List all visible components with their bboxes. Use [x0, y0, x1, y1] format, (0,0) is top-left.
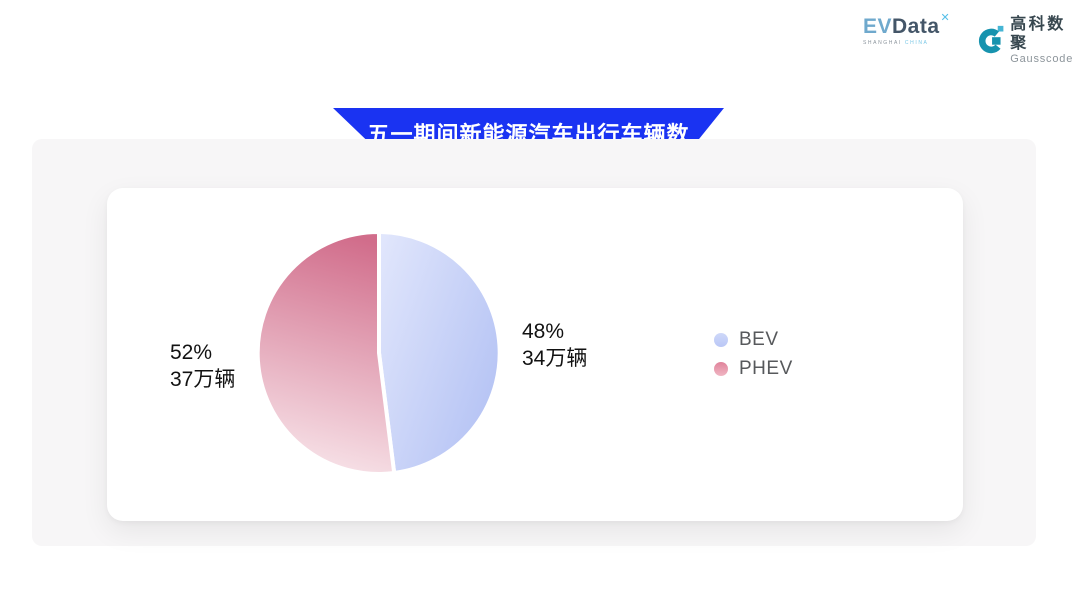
- bev-percent: 48%: [522, 320, 565, 343]
- bev-value: 34万辆: [522, 347, 588, 370]
- chart-card: 52% 37万辆 48% 34万辆 BEV PHEV: [107, 188, 963, 521]
- legend-item-phev[interactable]: PHEV: [714, 358, 793, 380]
- bev-swatch-icon: [714, 333, 728, 347]
- legend-label-phev: PHEV: [739, 358, 793, 379]
- gausscode-en-text: Gausscode: [1010, 53, 1074, 66]
- evdata-subtext: SHANGHAI CHINA: [863, 40, 975, 46]
- phev-swatch-icon: [714, 362, 728, 376]
- legend-label-bev: BEV: [739, 329, 779, 350]
- legend-item-bev[interactable]: BEV: [714, 329, 793, 351]
- phev-value: 37万辆: [170, 368, 236, 391]
- phev-percent: 52%: [170, 341, 213, 364]
- evdata-ev-text: EV: [863, 15, 893, 38]
- chart-panel: 52% 37万辆 48% 34万辆 BEV PHEV: [32, 139, 1036, 546]
- evdata-logo: EV Data ✕ SHANGHAI CHINA: [863, 12, 975, 47]
- evdata-data-text: Data: [892, 15, 940, 38]
- gausscode-g-icon: [978, 26, 1004, 54]
- pie-slice-phev[interactable]: [255, 229, 397, 476]
- phev-label: 52% 37万辆: [170, 339, 235, 393]
- bev-label: 48% 34万辆: [522, 318, 587, 372]
- pie-slice-bev[interactable]: [377, 230, 502, 475]
- evdata-subtext-right: CHINA: [904, 40, 929, 46]
- gausscode-cn-text: 高科数聚: [1010, 16, 1066, 53]
- pie-chart: [255, 229, 502, 476]
- evdata-subtext-left: SHANGHAI: [863, 40, 902, 46]
- legend: BEV PHEV: [714, 329, 793, 380]
- evdata-x-icon: ✕: [940, 12, 950, 24]
- gausscode-logo: 高科数聚 Gausscode: [977, 15, 1080, 65]
